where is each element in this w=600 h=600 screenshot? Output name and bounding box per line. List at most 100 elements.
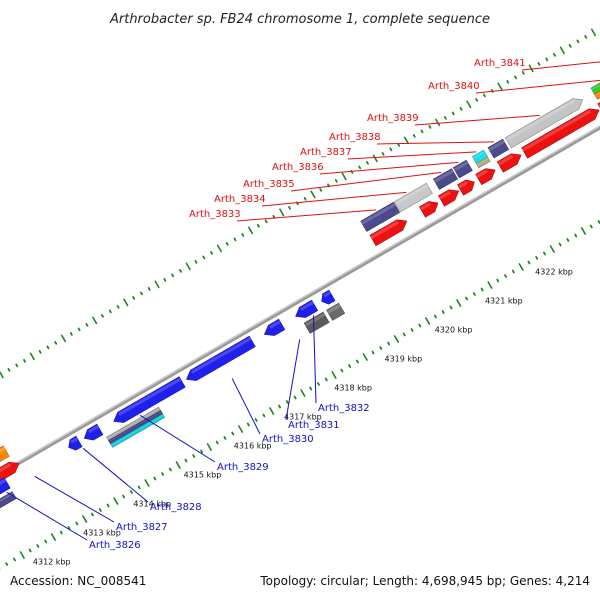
scale-tick [233, 237, 237, 242]
gene-label-reverse[interactable]: Arth_3830 [262, 434, 314, 445]
gene-label-forward[interactable]: Arth_3835 [243, 179, 295, 190]
scale-tick [387, 341, 391, 346]
gene-feature[interactable] [303, 311, 330, 334]
gene-feature[interactable] [452, 159, 473, 179]
scale-tick [451, 111, 455, 116]
gene-feature[interactable] [113, 376, 186, 423]
accession-text: Accession: NC_008541 [10, 574, 146, 588]
gene-feature[interactable] [590, 76, 600, 95]
scale-tick [418, 323, 422, 328]
gene-feature[interactable] [326, 302, 346, 321]
scale-tick [558, 242, 562, 247]
scale-tick [144, 479, 150, 487]
scale-tick [527, 260, 531, 265]
scale-tick [475, 98, 479, 102]
gene-feature[interactable] [475, 168, 496, 186]
gene-feature[interactable] [432, 168, 459, 190]
gene-label-forward[interactable]: Arth_3837 [300, 147, 352, 158]
scale-tick [545, 57, 549, 62]
gene-label-forward[interactable]: Arth_3839 [367, 113, 419, 124]
gene-feature[interactable] [438, 189, 460, 207]
map-title: Arthrobacter sp. FB24 chromosome 1, comp… [109, 12, 490, 27]
gene-feature[interactable] [475, 156, 491, 169]
scale-tick [241, 233, 245, 237]
scale-tick [456, 299, 462, 307]
scale-tick [192, 454, 196, 458]
gene-label-forward[interactable]: Arth_3833 [189, 209, 241, 220]
scale-tick [288, 206, 291, 210]
scale-tick [153, 476, 157, 481]
leader-line [82, 447, 149, 503]
gene-label-forward[interactable]: Arth_3838 [329, 132, 381, 143]
leader-line [231, 378, 261, 435]
gene-feature[interactable] [594, 82, 600, 100]
gene-feature[interactable] [0, 445, 10, 467]
scale-tick [202, 255, 206, 260]
gene-feature[interactable] [487, 138, 510, 159]
scale-tick [590, 28, 597, 37]
leader-line [290, 171, 442, 192]
gene-feature[interactable] [393, 182, 433, 213]
scale-tick [496, 278, 500, 283]
gene-label-reverse[interactable]: Arth_3831 [288, 420, 340, 431]
scale-tick [465, 296, 469, 301]
kbp-label: 4322 kbp [535, 268, 573, 277]
gene-label-forward[interactable]: Arth_3841 [474, 58, 526, 69]
scale-tick [580, 227, 587, 235]
gene-feature[interactable] [321, 289, 336, 305]
scale-tick [310, 190, 316, 199]
scale-tick [15, 363, 19, 368]
scale-tick [293, 395, 297, 400]
gene-feature[interactable] [504, 98, 584, 149]
gene-feature[interactable] [0, 477, 11, 497]
gene-feature[interactable] [0, 491, 17, 511]
scale-tick [389, 147, 393, 152]
gene-feature[interactable] [457, 179, 475, 196]
gene-feature[interactable] [68, 435, 83, 451]
leader-line [312, 315, 317, 404]
gene-label-forward[interactable]: Arth_3840 [428, 81, 480, 92]
gene-label-reverse[interactable]: Arth_3827 [116, 522, 168, 533]
scale-tick [122, 494, 126, 499]
scale-tick [528, 64, 534, 73]
scale-tick [433, 314, 437, 319]
scale-tick [269, 407, 275, 415]
scale-tick [372, 154, 378, 163]
scale-tick [7, 368, 11, 372]
scale-tick [77, 327, 81, 332]
gene-feature[interactable] [263, 318, 286, 336]
scale-tick [300, 389, 306, 397]
genome-summary-text: Topology: circular; Length: 4,698,945 bp… [259, 574, 590, 588]
gene-label-reverse[interactable]: Arth_3829 [217, 462, 269, 473]
scale-tick [106, 503, 110, 508]
gene-feature[interactable] [186, 335, 256, 381]
scale-tick [101, 314, 104, 318]
gene-label-forward[interactable]: Arth_3836 [272, 162, 324, 173]
scale-tick [168, 467, 172, 472]
scale-tick [216, 244, 222, 253]
gene-feature[interactable] [295, 299, 319, 318]
gene-label-reverse[interactable]: Arth_3828 [150, 502, 202, 513]
gene-labels: Arth_3833 Arth_3834 Arth_3835 Arth_3836 Arth… [89, 58, 526, 551]
scale-tick [29, 352, 35, 361]
scale-tick [472, 292, 476, 296]
scale-tick [324, 377, 328, 382]
scale-tick [393, 335, 399, 343]
gene-label-forward[interactable]: Arth_3834 [214, 194, 266, 205]
gene-feature[interactable] [521, 108, 600, 159]
scale-tick [518, 263, 524, 271]
gene-feature[interactable] [83, 423, 104, 441]
scale-tick [420, 129, 424, 134]
scale-tick [13, 557, 16, 562]
gene-feature[interactable] [360, 201, 401, 232]
gene-feature[interactable] [496, 153, 522, 173]
gene-label-reverse[interactable]: Arth_3832 [318, 403, 370, 414]
gene-feature[interactable] [418, 201, 439, 218]
gene-feature[interactable] [0, 461, 20, 482]
gene-label-reverse[interactable]: Arth_3826 [89, 540, 141, 551]
kbp-label: 4317 kbp [284, 413, 322, 422]
kbp-label: 4318 kbp [334, 384, 372, 393]
gene-feature[interactable] [369, 219, 408, 247]
scale-tick [69, 332, 73, 336]
